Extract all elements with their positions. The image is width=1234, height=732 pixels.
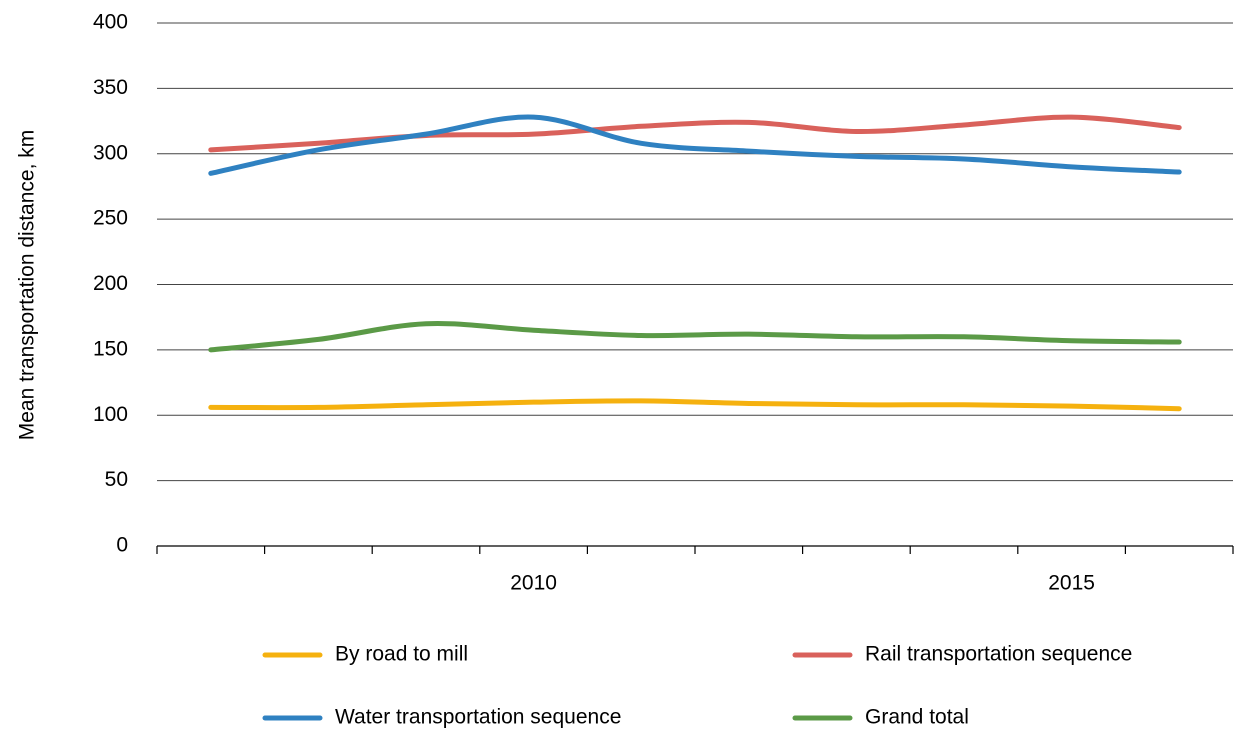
data-line: [208, 398, 1182, 412]
x-tick-label: 2010: [510, 572, 557, 595]
y-axis-label: Mean transportation distance, km: [16, 130, 39, 441]
y-tick-label: 50: [105, 468, 128, 491]
y-tick-label: 400: [93, 11, 128, 34]
legend-label: Rail transportation sequence: [865, 643, 1132, 666]
legend-label: Grand total: [865, 706, 969, 729]
y-tick-label: 0: [116, 534, 128, 557]
y-tick-label: 250: [93, 207, 128, 230]
y-tick-label: 100: [93, 403, 128, 426]
data-line: [208, 114, 1182, 153]
y-tick-label: 350: [93, 76, 128, 99]
y-tick-label: 300: [93, 141, 128, 164]
legend-label: By road to mill: [335, 643, 468, 666]
y-tick-label: 150: [93, 337, 128, 360]
y-tick-label: 200: [93, 272, 128, 295]
legend-label: Water transportation sequence: [335, 706, 621, 729]
data-line: [208, 320, 1182, 353]
data-line: [208, 114, 1182, 176]
x-tick-label: 2015: [1048, 572, 1095, 595]
